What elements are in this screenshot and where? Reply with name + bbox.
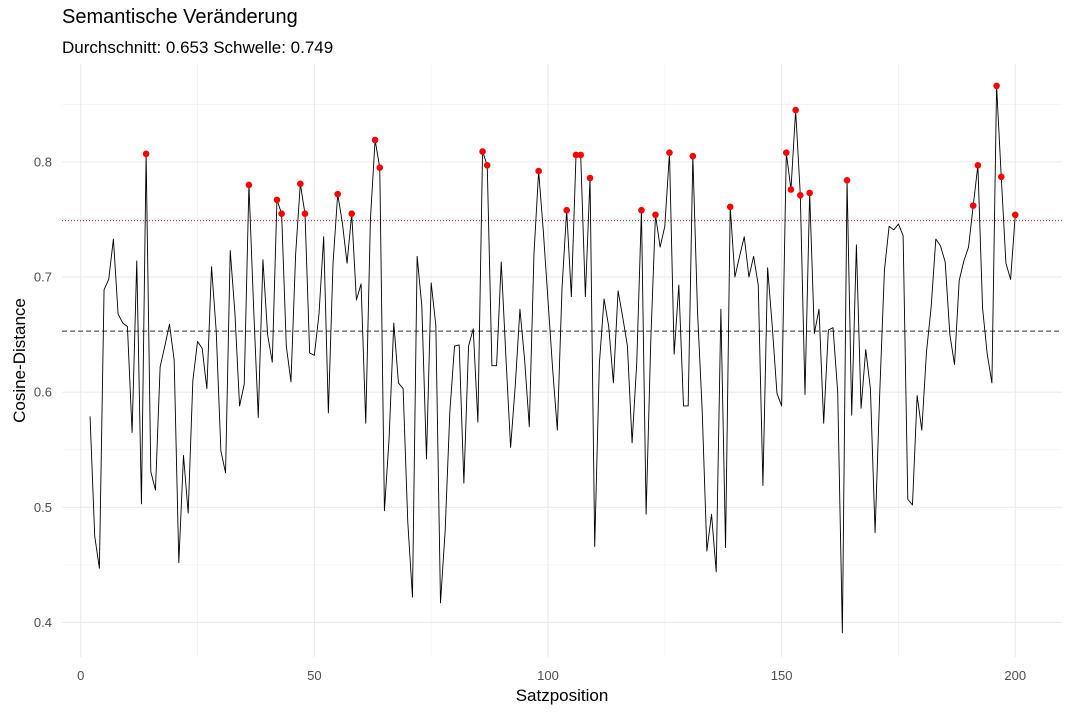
highlight-point [726,203,734,211]
highlight-point [652,211,659,219]
x-axis-title: Satzposition [516,686,609,705]
highlight-point [666,149,673,156]
grid-layer [62,64,1062,657]
highlight-point [969,202,977,209]
y-tick-label: 0.8 [34,154,52,169]
highlight-point [806,189,813,197]
tick-labels-layer: 0 50 100 150 200 0.4 0.5 0.6 0.7 0.8 [34,154,1026,683]
highlight-point [974,162,982,169]
highlight-point [563,206,570,214]
highlight-point [787,186,795,193]
chart-subtitle: Durchschnitt: 0.653 Schwelle: 0.749 [62,38,334,57]
x-tick-label: 200 [1004,668,1026,683]
highlight-point [843,176,851,184]
highlight-point [142,150,150,158]
highlight-points-layer [142,82,1019,219]
highlight-point [371,136,379,144]
y-tick-label: 0.7 [34,270,52,285]
series-layer [89,85,1016,634]
highlight-point [586,174,594,182]
y-tick-label: 0.4 [34,615,52,630]
highlight-point [638,206,645,214]
highlight-point [278,210,285,217]
highlight-point [993,82,1000,90]
y-tick-label: 0.6 [34,385,52,400]
highlight-point [572,151,580,159]
highlight-point [689,152,697,160]
highlight-point [301,210,309,217]
reference-lines [62,220,1062,332]
highlight-point [297,180,304,188]
highlight-point [577,151,584,159]
highlight-point [1011,211,1019,219]
y-axis-title: Cosine-Distance [10,298,29,423]
highlight-point [348,210,356,217]
x-tick-label: 150 [771,668,793,683]
highlight-point [245,181,253,189]
highlight-point [792,106,799,114]
x-tick-label: 100 [537,668,559,683]
highlight-point [376,164,384,171]
highlight-point [797,191,804,199]
chart-title: Semantische Veränderung [62,6,298,28]
highlight-point [483,162,491,169]
highlight-point [997,173,1005,181]
highlight-point [782,149,790,156]
series-line [89,85,1016,634]
highlight-point [479,148,486,155]
x-tick-label: 50 [307,668,321,683]
x-tick-label: 0 [77,668,84,683]
highlight-point [273,196,281,204]
highlight-point [535,167,542,175]
y-tick-label: 0.5 [34,500,52,515]
highlight-point [334,190,342,198]
